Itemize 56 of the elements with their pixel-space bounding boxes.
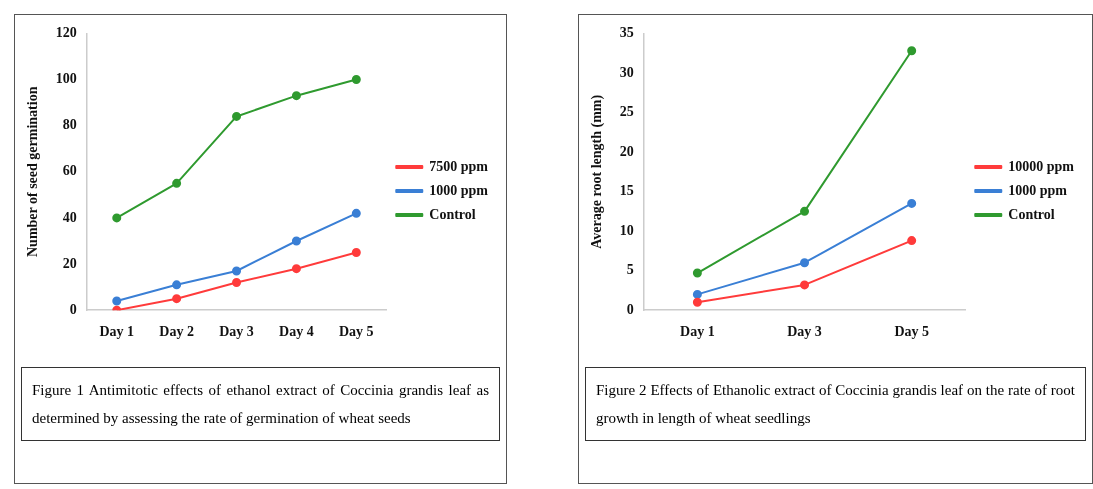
y-axis-title: Number of seed germination [25, 86, 41, 258]
point [291, 91, 301, 101]
caption: Figure 1 Antimitotic effects of ethanol extract of Coccinia grandis leaf as determined by assessing the rate of germination of wheat seeds [21, 367, 500, 441]
y-tick-label: 120 [55, 25, 77, 41]
y-tick-label: 25 [619, 104, 634, 120]
x-tick-label: Day 1 [99, 324, 135, 340]
y-tick-label: 60 [62, 163, 77, 179]
y-axis-title: Average root length (mm) [589, 94, 606, 249]
legend-label: 1000 ppm [429, 182, 489, 198]
point [172, 280, 182, 290]
point [232, 111, 242, 121]
point [692, 297, 702, 307]
x-tick-label: Day 5 [339, 324, 374, 340]
x-tick-label: Day 5 [894, 324, 929, 340]
point [351, 248, 361, 258]
y-tick-label: 15 [619, 183, 634, 199]
x-tick-label: Day 3 [787, 324, 822, 340]
y-tick-label: 20 [62, 255, 77, 271]
y-tick-label: 10 [619, 222, 634, 238]
legend-label: 10000 ppm [1008, 158, 1075, 174]
legend-label: Control [429, 206, 476, 222]
legend-label: Control [1008, 206, 1055, 222]
point [232, 278, 242, 288]
x-tick-label: Day 3 [219, 324, 254, 340]
point [172, 294, 182, 304]
legend-label: 7500 ppm [429, 158, 489, 174]
caption: Figure 2 Effects of Ethanolic extract of Coccinia grandis leaf on the rate of root growth in length of wheat seedlings [585, 367, 1086, 441]
point [112, 296, 122, 306]
y-tick-label: 80 [62, 117, 77, 133]
point [692, 268, 702, 278]
point [351, 208, 361, 218]
point [172, 178, 182, 188]
point [907, 198, 917, 208]
x-tick-label: Day 4 [279, 324, 314, 340]
point [291, 236, 301, 246]
point [800, 258, 810, 268]
point [112, 213, 122, 223]
y-tick-label: 20 [619, 143, 634, 159]
y-tick-label: 100 [55, 71, 77, 87]
point [800, 280, 810, 290]
x-tick-label: Day 1 [680, 324, 715, 340]
y-tick-label: 40 [62, 209, 77, 225]
point [351, 75, 361, 85]
point [692, 289, 702, 299]
point [232, 266, 242, 276]
point [907, 236, 917, 246]
legend-label: 1000 ppm [1008, 182, 1068, 198]
point [291, 264, 301, 274]
y-tick-label: 35 [619, 25, 634, 41]
y-tick-label: 0 [69, 301, 77, 317]
point [800, 206, 810, 216]
y-tick-label: 30 [619, 64, 634, 80]
y-tick-label: 0 [626, 301, 634, 317]
y-tick-label: 5 [626, 262, 634, 278]
x-tick-label: Day 2 [159, 324, 194, 340]
point [907, 46, 917, 56]
